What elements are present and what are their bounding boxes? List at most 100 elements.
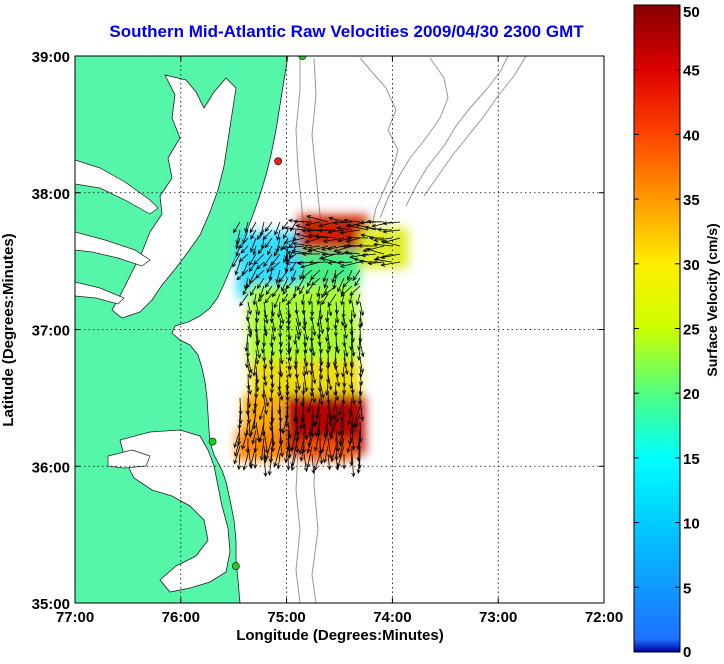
velocity-arrow	[273, 293, 281, 309]
velocity-arrow	[309, 333, 314, 353]
velocity-arrow	[380, 239, 401, 247]
velocity-arrow	[269, 365, 274, 380]
velocity-arrow	[263, 309, 269, 325]
velocity-arrow	[290, 429, 297, 452]
velocity-arrow	[288, 245, 297, 259]
velocity-arrow	[295, 224, 313, 231]
velocity-arrow	[247, 325, 252, 339]
velocity-arrow	[311, 389, 316, 404]
velocity-arrow	[319, 389, 324, 406]
station-marker	[274, 157, 283, 166]
velocity-arrow	[291, 269, 297, 282]
velocity-arrow	[382, 237, 401, 244]
velocity-arrow	[340, 293, 345, 306]
velocity-arrow	[299, 269, 305, 280]
velocity-arrow	[282, 285, 289, 295]
velocity-arrow	[263, 389, 270, 408]
velocity-arrow	[358, 259, 377, 264]
velocity-arrow	[343, 317, 348, 329]
velocity-arrow	[279, 349, 284, 365]
velocity-arrow	[329, 421, 337, 440]
velocity-arrow	[314, 234, 337, 239]
velocity-arrow	[319, 381, 325, 399]
x-tick-label: 73:00	[479, 609, 517, 626]
velocity-arrow	[352, 269, 361, 282]
velocity-arrow	[299, 285, 305, 295]
colorbar-tick-label: 0	[683, 644, 691, 659]
velocity-arrow	[295, 232, 313, 239]
velocity-arrow	[235, 245, 241, 258]
x-axis-label: Longitude (Degrees:Minutes)	[236, 627, 444, 644]
velocity-arrow	[264, 221, 273, 233]
velocity-arrow	[373, 242, 393, 247]
velocity-arrow	[382, 229, 401, 234]
velocity-arrow	[318, 301, 324, 320]
velocity-arrow	[267, 245, 273, 256]
velocity-arrow	[299, 261, 321, 269]
velocity-arrow	[269, 261, 281, 271]
x-axis: 77:00 76:00 75:00 74:00 73:00 72:00	[56, 56, 623, 626]
velocity-arrow	[349, 285, 361, 296]
velocity-arrow	[284, 445, 289, 464]
velocity-arrow	[336, 226, 353, 231]
velocity-arrow	[320, 429, 329, 454]
velocity-arrow	[380, 253, 401, 260]
velocity-arrow	[275, 269, 281, 284]
velocity-arrow	[306, 214, 329, 223]
velocity-arrow	[277, 381, 282, 397]
velocity-arrow	[348, 293, 353, 305]
velocity-arrow	[244, 333, 249, 352]
y-tick-label: 37:00	[32, 323, 70, 340]
velocity-arrow	[306, 277, 313, 288]
velocity-arrow	[264, 293, 273, 304]
velocity-arrow	[351, 341, 356, 357]
colorbar-tick-label: 30	[683, 257, 700, 274]
velocity-arrow	[323, 277, 329, 289]
velocity-arrow	[354, 277, 361, 287]
velocity-arrow	[337, 413, 345, 437]
velocity-arrow	[316, 285, 321, 298]
velocity-arrow	[357, 243, 377, 248]
velocity-arrow	[281, 277, 289, 292]
bathymetry-contours	[295, 56, 527, 603]
velocity-arrow	[245, 277, 257, 288]
velocity-arrow	[232, 253, 241, 268]
velocity-arrow	[303, 325, 309, 341]
velocity-arrow	[306, 437, 313, 454]
velocity-arrow	[247, 381, 252, 396]
colorbar	[633, 4, 681, 653]
velocity-arrow	[351, 429, 356, 451]
velocity-arrow	[236, 453, 242, 471]
x-tick-label: 74:00	[373, 609, 411, 626]
colorbar-tick-label: 35	[683, 192, 700, 209]
velocity-arrow	[287, 429, 292, 453]
velocity-arrow	[308, 293, 313, 306]
velocity-arrow	[347, 405, 353, 426]
colorbar-label: Surface Velocity (cm/s)	[704, 223, 720, 376]
station-marker	[208, 437, 217, 446]
velocity-arrow	[328, 216, 345, 223]
velocity-arrow	[271, 285, 281, 298]
velocity-arrow	[301, 413, 307, 430]
velocity-arrow	[316, 293, 321, 306]
velocity-arrow	[321, 245, 337, 251]
velocity-arrow	[286, 250, 305, 255]
grid	[75, 56, 604, 603]
y-tick-label: 35:00	[32, 596, 70, 613]
velocity-arrow	[252, 245, 257, 256]
velocity-arrow	[242, 453, 249, 471]
colorbar-tick-label: 45	[683, 63, 700, 80]
velocity-arrow	[247, 357, 253, 374]
velocity-arrow	[309, 309, 314, 322]
velocity-arrow	[286, 293, 297, 305]
velocity-arrow	[320, 257, 337, 263]
velocity-arrow	[357, 333, 362, 351]
velocity-arrow	[295, 325, 301, 341]
velocity-arrow	[303, 357, 309, 376]
velocity-arrow	[265, 437, 273, 461]
velocity-arrow	[270, 373, 275, 389]
velocity-arrow	[346, 437, 353, 454]
velocity-arrow	[261, 381, 266, 399]
velocity-arrow	[244, 221, 249, 234]
velocity-arrow	[285, 253, 297, 263]
